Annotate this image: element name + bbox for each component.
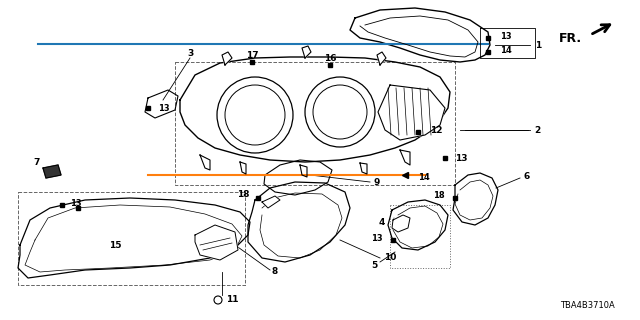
Text: 13: 13 xyxy=(371,234,383,243)
Polygon shape xyxy=(378,85,445,140)
Polygon shape xyxy=(377,52,386,65)
Polygon shape xyxy=(302,46,311,58)
Text: 12: 12 xyxy=(430,125,442,134)
Polygon shape xyxy=(300,165,307,177)
Polygon shape xyxy=(360,163,367,174)
Text: 13: 13 xyxy=(70,198,82,207)
Text: 17: 17 xyxy=(246,51,259,60)
Polygon shape xyxy=(145,90,178,118)
Text: 2: 2 xyxy=(534,125,540,134)
Text: 6: 6 xyxy=(524,172,531,180)
Text: 13: 13 xyxy=(455,154,467,163)
Text: 9: 9 xyxy=(374,178,380,187)
Polygon shape xyxy=(18,198,250,278)
Text: 18: 18 xyxy=(433,190,445,199)
Circle shape xyxy=(225,85,285,145)
Text: 18: 18 xyxy=(237,189,250,198)
Polygon shape xyxy=(180,57,450,162)
Text: 11: 11 xyxy=(226,295,239,305)
Text: 13: 13 xyxy=(158,103,170,113)
Text: 5: 5 xyxy=(372,260,378,269)
Text: 1: 1 xyxy=(535,41,541,50)
Polygon shape xyxy=(200,155,210,170)
Text: 4: 4 xyxy=(379,218,385,227)
Text: TBA4B3710A: TBA4B3710A xyxy=(560,300,615,309)
Text: 14: 14 xyxy=(500,45,512,54)
Text: FR.: FR. xyxy=(559,31,582,44)
Text: 16: 16 xyxy=(324,53,336,62)
Polygon shape xyxy=(222,52,232,65)
Circle shape xyxy=(305,77,375,147)
Polygon shape xyxy=(248,182,350,262)
Polygon shape xyxy=(195,225,238,260)
Polygon shape xyxy=(264,160,332,195)
Circle shape xyxy=(217,77,293,153)
Text: 3: 3 xyxy=(187,49,193,58)
Text: 10: 10 xyxy=(384,253,396,262)
Polygon shape xyxy=(240,162,246,174)
Polygon shape xyxy=(43,165,61,178)
Polygon shape xyxy=(388,200,448,250)
Text: 8: 8 xyxy=(272,268,278,276)
Text: 13: 13 xyxy=(500,31,511,41)
Polygon shape xyxy=(392,215,410,232)
Polygon shape xyxy=(350,8,490,62)
Text: 14: 14 xyxy=(418,172,429,181)
Circle shape xyxy=(313,85,367,139)
Text: 7: 7 xyxy=(34,157,40,166)
Polygon shape xyxy=(400,150,410,165)
Text: 15: 15 xyxy=(109,241,121,250)
Polygon shape xyxy=(453,173,498,225)
Polygon shape xyxy=(262,196,280,208)
